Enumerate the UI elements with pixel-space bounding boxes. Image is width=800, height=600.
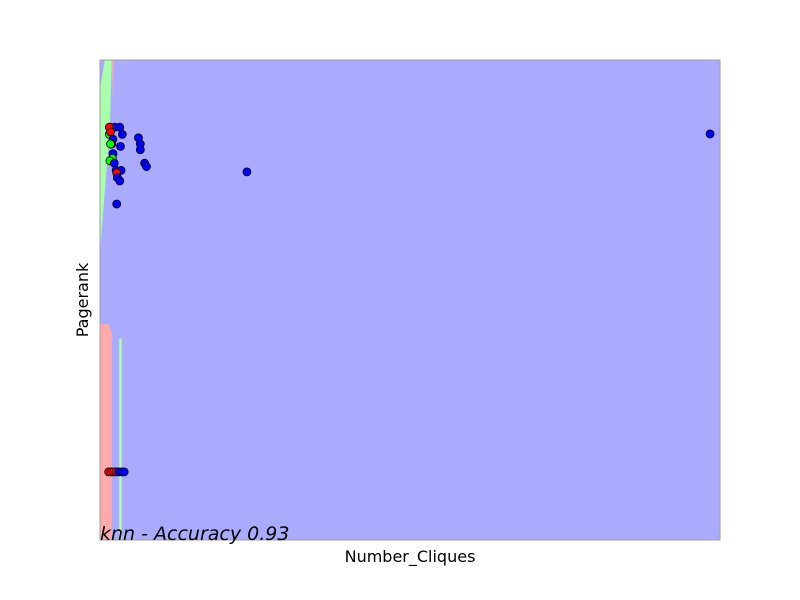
y-axis-label: Pagerank xyxy=(73,262,92,337)
decision-region-blue xyxy=(100,60,720,540)
decision-region-green xyxy=(119,338,122,540)
data-point-blue xyxy=(115,122,125,132)
data-point-blue xyxy=(115,176,125,186)
data-point-blue xyxy=(705,129,715,139)
decision-region-green xyxy=(100,60,112,252)
decision-region-red xyxy=(111,60,114,104)
data-point-red xyxy=(106,127,115,137)
plot-area xyxy=(100,60,720,540)
data-point-blue xyxy=(135,145,145,155)
data-point-blue xyxy=(109,158,119,168)
data-point-blue xyxy=(116,141,125,151)
accuracy-annotation: knn - Accuracy 0.93 xyxy=(100,523,289,545)
scatter-points xyxy=(104,122,715,477)
decision-region-red xyxy=(100,324,112,540)
x-axis-label: Number_Cliques xyxy=(345,547,476,567)
data-point-blue xyxy=(117,129,127,139)
axes-frame xyxy=(99,59,721,541)
decision-regions xyxy=(100,60,720,540)
data-point-blue xyxy=(119,467,129,477)
data-point-blue xyxy=(142,162,151,171)
data-point-blue xyxy=(112,199,122,209)
data-point-green xyxy=(106,139,115,149)
data-point-blue xyxy=(242,167,252,177)
